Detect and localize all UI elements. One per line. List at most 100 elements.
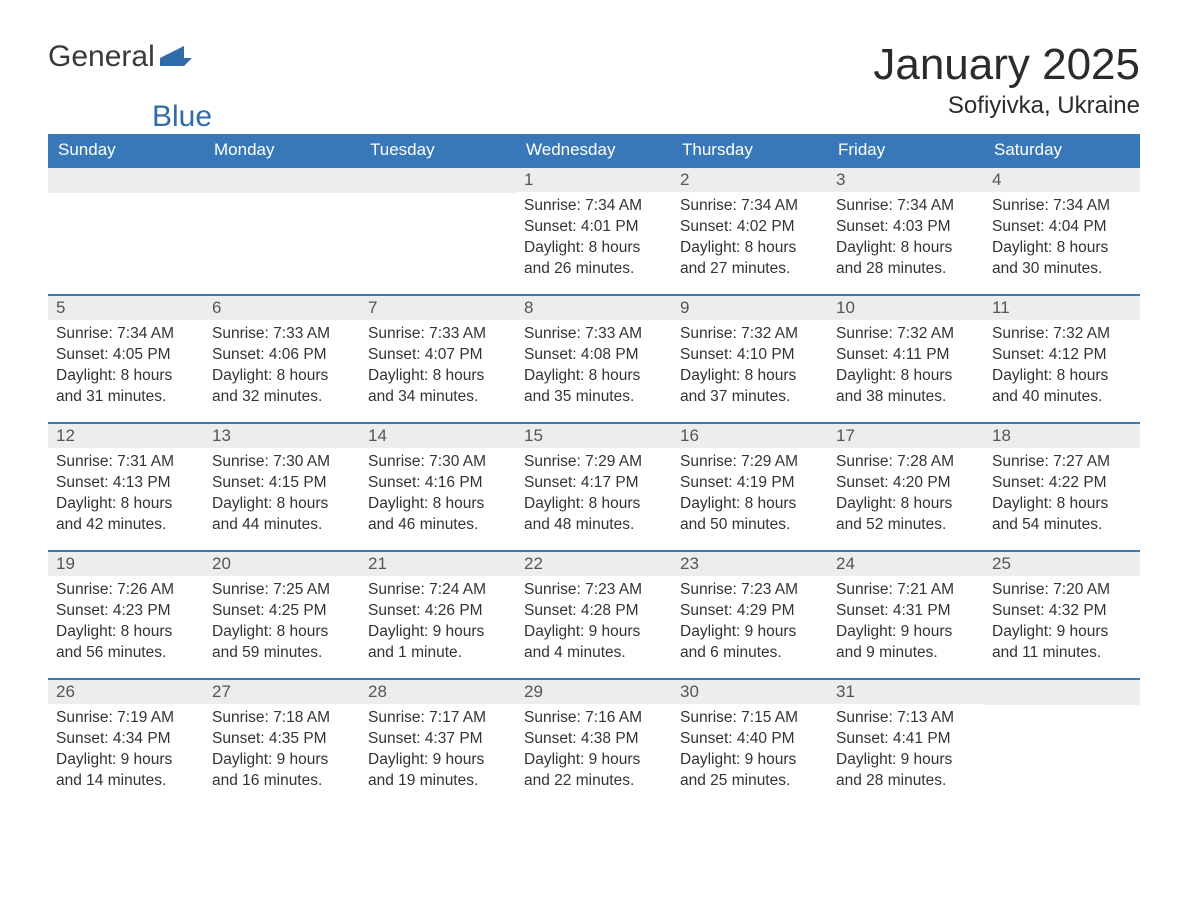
day-number: 9 <box>672 296 828 320</box>
sunrise-line: Sunrise: 7:27 AM <box>992 452 1132 473</box>
day-number: 25 <box>984 552 1140 576</box>
sunrise-line: Sunrise: 7:29 AM <box>524 452 664 473</box>
daylight-line: Daylight: 8 hours and 26 minutes. <box>524 238 664 280</box>
sunset-line: Sunset: 4:10 PM <box>680 345 820 366</box>
calendar-day-cell: 11 Sunrise: 7:32 AMSunset: 4:12 PMDayligh… <box>984 295 1140 423</box>
calendar-day-cell: 21Sunrise: 7:24 AMSunset: 4:26 PMDayligh… <box>360 551 516 679</box>
brand-text-right: Blue <box>152 100 212 133</box>
sunrise-line: Sunrise: 7:30 AM <box>368 452 508 473</box>
calendar-header-row: Sunday Monday Tuesday Wednesday Thursday… <box>48 134 1140 167</box>
calendar-day-cell: 30Sunrise: 7:15 AMSunset: 4:40 PMDayligh… <box>672 679 828 807</box>
day-number: 17 <box>828 424 984 448</box>
sunset-line: Sunset: 4:12 PM <box>992 345 1132 366</box>
day-number: 5 <box>48 296 204 320</box>
calendar-day-cell: 8Sunrise: 7:33 AMSunset: 4:08 PMDaylight… <box>516 295 672 423</box>
daylight-line: Daylight: 9 hours and 25 minutes. <box>680 750 820 792</box>
day-details: Sunrise: 7:16 AMSunset: 4:38 PMDaylight:… <box>516 704 672 798</box>
sunrise-line: Sunrise: 7:17 AM <box>368 708 508 729</box>
sunrise-line: Sunrise: 7:24 AM <box>368 580 508 601</box>
day-details: Sunrise: 7:18 AMSunset: 4:35 PMDaylight:… <box>204 704 360 798</box>
sunset-line: Sunset: 4:38 PM <box>524 729 664 750</box>
calendar-day-cell: 12Sunrise: 7:31 AMSunset: 4:13 PMDayligh… <box>48 423 204 551</box>
calendar-day-cell: 23Sunrise: 7:23 AMSunset: 4:29 PMDayligh… <box>672 551 828 679</box>
day-details: Sunrise: 7:34 AMSunset: 4:02 PMDaylight:… <box>672 192 828 286</box>
daylight-line: Daylight: 8 hours and 56 minutes. <box>56 622 196 664</box>
sunrise-line: Sunrise: 7:21 AM <box>836 580 976 601</box>
day-number: 15 <box>516 424 672 448</box>
sunset-line: Sunset: 4:22 PM <box>992 473 1132 494</box>
day-details: Sunrise: 7:31 AMSunset: 4:13 PMDaylight:… <box>48 448 204 542</box>
day-number: 11 <box>984 296 1140 320</box>
calendar-day-cell: 22Sunrise: 7:23 AMSunset: 4:28 PMDayligh… <box>516 551 672 679</box>
sunset-line: Sunset: 4:13 PM <box>56 473 196 494</box>
sunrise-line: Sunrise: 7:33 AM <box>212 324 352 345</box>
day-details: Sunrise: 7:23 AMSunset: 4:29 PMDaylight:… <box>672 576 828 670</box>
empty-day-bar <box>984 680 1140 705</box>
day-details: Sunrise: 7:33 AMSunset: 4:08 PMDaylight:… <box>516 320 672 414</box>
sunrise-line: Sunrise: 7:28 AM <box>836 452 976 473</box>
sunset-line: Sunset: 4:07 PM <box>368 345 508 366</box>
sunset-line: Sunset: 4:23 PM <box>56 601 196 622</box>
sunset-line: Sunset: 4:34 PM <box>56 729 196 750</box>
sunrise-line: Sunrise: 7:34 AM <box>56 324 196 345</box>
sunrise-line: Sunrise: 7:26 AM <box>56 580 196 601</box>
sunset-line: Sunset: 4:02 PM <box>680 217 820 238</box>
day-number: 2 <box>672 168 828 192</box>
daylight-line: Daylight: 8 hours and 52 minutes. <box>836 494 976 536</box>
day-number: 14 <box>360 424 516 448</box>
sunset-line: Sunset: 4:40 PM <box>680 729 820 750</box>
sunrise-line: Sunrise: 7:34 AM <box>992 196 1132 217</box>
daylight-line: Daylight: 8 hours and 40 minutes. <box>992 366 1132 408</box>
sunset-line: Sunset: 4:04 PM <box>992 217 1132 238</box>
daylight-line: Daylight: 9 hours and 28 minutes. <box>836 750 976 792</box>
calendar-day-cell: 20Sunrise: 7:25 AMSunset: 4:25 PMDayligh… <box>204 551 360 679</box>
day-number: 19 <box>48 552 204 576</box>
sunrise-line: Sunrise: 7:32 AM <box>680 324 820 345</box>
day-details: Sunrise: 7:32 AMSunset: 4:11 PMDaylight:… <box>828 320 984 414</box>
day-number: 23 <box>672 552 828 576</box>
day-details: Sunrise: 7:19 AMSunset: 4:34 PMDaylight:… <box>48 704 204 798</box>
day-number: 16 <box>672 424 828 448</box>
sunset-line: Sunset: 4:31 PM <box>836 601 976 622</box>
day-header: Sunday <box>48 134 204 167</box>
sunrise-line: Sunrise: 7:32 AM <box>992 324 1132 345</box>
day-number: 26 <box>48 680 204 704</box>
day-number: 24 <box>828 552 984 576</box>
calendar-day-cell: 29Sunrise: 7:16 AMSunset: 4:38 PMDayligh… <box>516 679 672 807</box>
day-details: Sunrise: 7:34 AMSunset: 4:01 PMDaylight:… <box>516 192 672 286</box>
day-details: Sunrise: 7:34 AMSunset: 4:04 PMDaylight:… <box>984 192 1140 286</box>
day-number: 7 <box>360 296 516 320</box>
day-number: 20 <box>204 552 360 576</box>
calendar-day-cell: 28Sunrise: 7:17 AMSunset: 4:37 PMDayligh… <box>360 679 516 807</box>
day-number: 13 <box>204 424 360 448</box>
sunset-line: Sunset: 4:17 PM <box>524 473 664 494</box>
daylight-line: Daylight: 9 hours and 19 minutes. <box>368 750 508 792</box>
day-number: 8 <box>516 296 672 320</box>
day-number: 29 <box>516 680 672 704</box>
calendar-day-cell: 10Sunrise: 7:32 AMSunset: 4:11 PMDayligh… <box>828 295 984 423</box>
day-details: Sunrise: 7:21 AMSunset: 4:31 PMDaylight:… <box>828 576 984 670</box>
empty-day-bar <box>204 168 360 193</box>
calendar-week-row: 26Sunrise: 7:19 AMSunset: 4:34 PMDayligh… <box>48 679 1140 807</box>
day-number: 3 <box>828 168 984 192</box>
day-details: Sunrise: 7:28 AMSunset: 4:20 PMDaylight:… <box>828 448 984 542</box>
day-number: 27 <box>204 680 360 704</box>
page-title: January 2025 <box>873 40 1140 90</box>
day-details: Sunrise: 7:27 AMSunset: 4:22 PMDaylight:… <box>984 448 1140 542</box>
calendar-day-cell: 9 Sunrise: 7:32 AMSunset: 4:10 PMDaylight… <box>672 295 828 423</box>
day-number: 1 <box>516 168 672 192</box>
day-header: Saturday <box>984 134 1140 167</box>
daylight-line: Daylight: 9 hours and 6 minutes. <box>680 622 820 664</box>
sunrise-line: Sunrise: 7:29 AM <box>680 452 820 473</box>
calendar-day-cell: 14Sunrise: 7:30 AMSunset: 4:16 PMDayligh… <box>360 423 516 551</box>
daylight-line: Daylight: 9 hours and 16 minutes. <box>212 750 352 792</box>
brand-mark-icon <box>160 44 192 71</box>
sunrise-line: Sunrise: 7:34 AM <box>836 196 976 217</box>
sunset-line: Sunset: 4:03 PM <box>836 217 976 238</box>
calendar-day-cell <box>984 679 1140 807</box>
day-details: Sunrise: 7:26 AMSunset: 4:23 PMDaylight:… <box>48 576 204 670</box>
daylight-line: Daylight: 8 hours and 28 minutes. <box>836 238 976 280</box>
day-details: Sunrise: 7:33 AMSunset: 4:07 PMDaylight:… <box>360 320 516 414</box>
day-details: Sunrise: 7:29 AMSunset: 4:19 PMDaylight:… <box>672 448 828 542</box>
daylight-line: Daylight: 8 hours and 37 minutes. <box>680 366 820 408</box>
